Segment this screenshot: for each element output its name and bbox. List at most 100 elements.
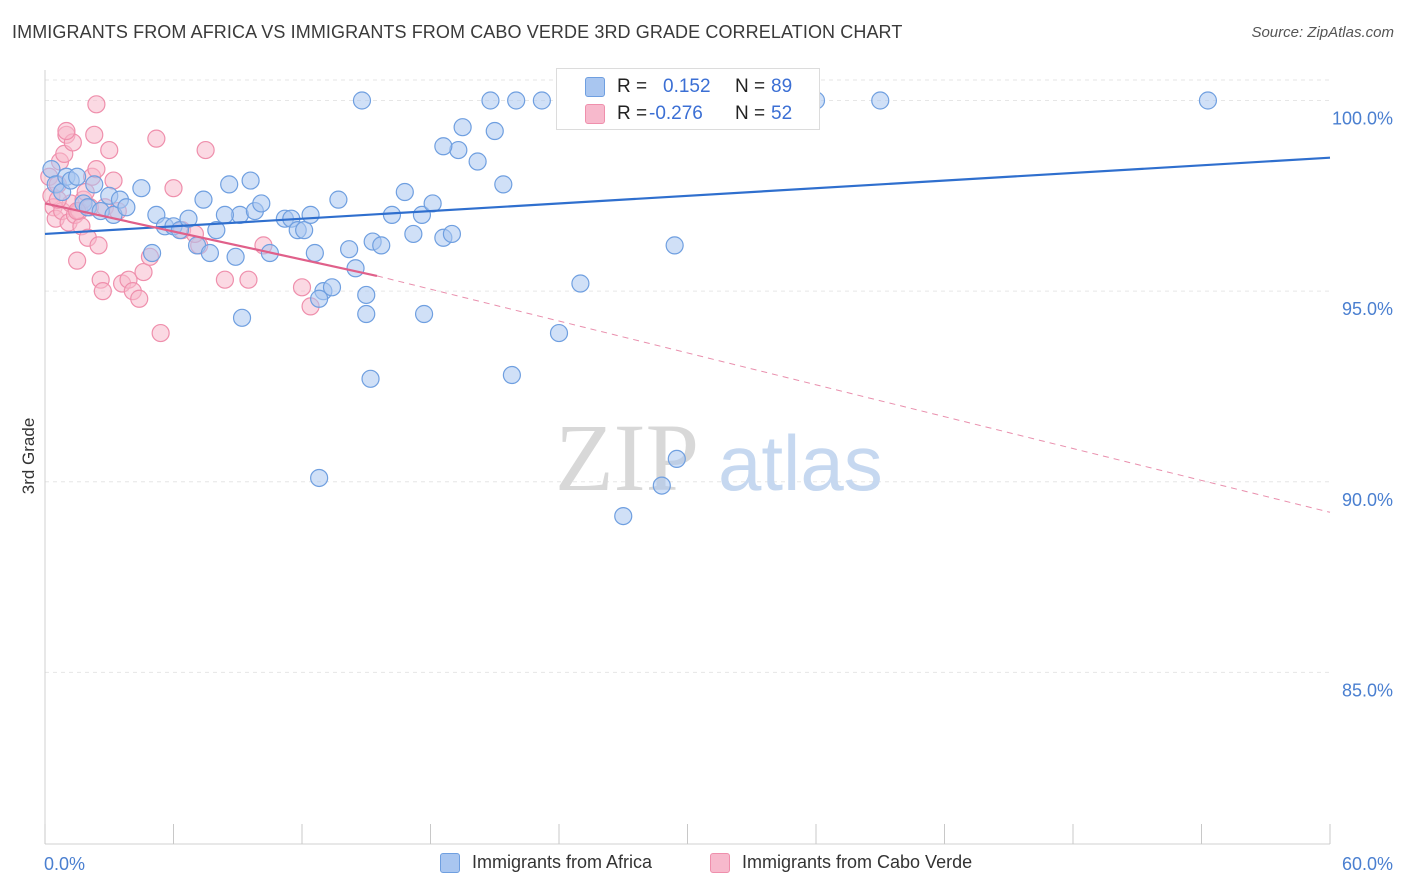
cabo-verde-point bbox=[93, 282, 112, 301]
cabo-swatch bbox=[585, 104, 605, 124]
africa-point bbox=[395, 182, 414, 202]
cabo-verde-point bbox=[151, 323, 170, 343]
africa-point bbox=[434, 137, 453, 156]
africa-point bbox=[494, 175, 513, 194]
legend-africa-swatch bbox=[440, 852, 460, 873]
trend-lines bbox=[44, 156, 1331, 513]
africa-point bbox=[571, 274, 590, 293]
cabo-verde-point bbox=[85, 125, 104, 144]
africa-point bbox=[346, 259, 365, 278]
cabo-verde-point bbox=[147, 129, 166, 148]
cabo-n-label: N = bbox=[735, 103, 766, 124]
africa-point bbox=[340, 240, 359, 259]
cabo-n-value: 52 bbox=[771, 103, 793, 124]
axes bbox=[44, 70, 1331, 845]
y-tick-label: 90.0% bbox=[1342, 490, 1393, 510]
bottom-legend: Immigrants from Africa Immigrants from C… bbox=[0, 852, 1406, 878]
cabo-verde-point bbox=[57, 121, 76, 141]
cabo-verde-point bbox=[134, 262, 153, 282]
africa-point bbox=[404, 224, 423, 244]
africa-n-value: 89 bbox=[771, 76, 793, 97]
africa-point bbox=[372, 236, 391, 255]
africa-point bbox=[502, 365, 521, 385]
africa-r-value: 0.152 bbox=[663, 76, 711, 97]
africa-point bbox=[232, 308, 252, 327]
cabo-verde-point bbox=[196, 140, 215, 160]
cabo-verde-point bbox=[100, 140, 119, 160]
africa-point bbox=[68, 167, 87, 186]
africa-point bbox=[442, 224, 462, 244]
africa-point bbox=[194, 190, 213, 209]
legend-cabo-swatch bbox=[710, 852, 730, 873]
cabo-verde-point bbox=[130, 289, 149, 308]
legend-africa-label: Immigrants from Africa bbox=[472, 852, 653, 872]
africa-point bbox=[220, 175, 239, 194]
africa-point bbox=[871, 91, 890, 110]
africa-point bbox=[665, 236, 684, 255]
africa-point bbox=[226, 247, 245, 266]
africa-point bbox=[310, 468, 329, 488]
cabo-trend-line bbox=[44, 202, 378, 277]
africa-point bbox=[241, 171, 260, 190]
africa-point bbox=[361, 369, 380, 388]
africa-point bbox=[117, 198, 136, 217]
cabo-verde-point bbox=[215, 270, 234, 289]
cabo-verde-point bbox=[68, 251, 87, 270]
chart-source: Source: ZipAtlas.com bbox=[1251, 24, 1394, 41]
cabo-trend-line-extension bbox=[376, 275, 1331, 513]
africa-point bbox=[352, 91, 372, 110]
africa-point bbox=[507, 91, 526, 110]
africa-point bbox=[305, 243, 324, 263]
africa-swatch bbox=[585, 77, 605, 97]
legend-item-cabo[interactable]: Immigrants from Cabo Verde bbox=[710, 852, 972, 873]
stats-row-africa: R = 0.152 N = 89 bbox=[557, 73, 819, 101]
africa-point bbox=[468, 152, 487, 171]
cabo-verde-point bbox=[164, 179, 183, 198]
y-tick-label: 95.0% bbox=[1342, 299, 1393, 319]
africa-n-label: N = bbox=[735, 76, 766, 97]
x-tick-label-end: 60.0% bbox=[1342, 854, 1393, 874]
africa-point bbox=[200, 243, 220, 263]
africa-point bbox=[549, 323, 569, 343]
africa-point bbox=[453, 118, 472, 137]
axis-labels: 85.0% 90.0% 95.0% 100.0% 0.0% 60.0% 3rd Grade bbox=[19, 109, 1393, 874]
africa-point bbox=[85, 175, 104, 194]
africa-point bbox=[382, 205, 402, 224]
africa-point bbox=[449, 140, 468, 160]
africa-point bbox=[252, 194, 271, 213]
africa-point bbox=[423, 194, 442, 213]
cabo-r-value: -0.276 bbox=[649, 103, 703, 124]
africa-point bbox=[215, 205, 234, 224]
africa-point bbox=[667, 449, 686, 469]
africa-point bbox=[42, 160, 61, 179]
legend-cabo-label: Immigrants from Cabo Verde bbox=[742, 852, 973, 872]
africa-point bbox=[481, 91, 500, 110]
cabo-r-label: R = bbox=[617, 103, 648, 124]
x-tick-label-start: 0.0% bbox=[44, 854, 85, 874]
stats-legend: R = 0.152 N = 89 R = -0.276 N = 52 bbox=[556, 68, 820, 130]
africa-point bbox=[207, 221, 226, 240]
africa-point bbox=[179, 209, 198, 228]
africa-trend-line bbox=[44, 156, 1331, 236]
africa-point bbox=[310, 289, 329, 308]
africa-r-label: R = bbox=[617, 76, 648, 97]
africa-point bbox=[652, 476, 671, 495]
africa-point bbox=[614, 506, 633, 526]
y-axis-title: 3rd Grade bbox=[19, 418, 38, 495]
legend-item-africa[interactable]: Immigrants from Africa bbox=[440, 852, 652, 873]
watermark-atlas: atlas bbox=[718, 419, 883, 507]
y-tick-label: 100.0% bbox=[1332, 109, 1393, 129]
africa-point bbox=[322, 278, 342, 297]
zipatlas-watermark: ZIP atlas bbox=[555, 404, 883, 511]
stats-row-cabo: R = -0.276 N = 52 bbox=[557, 100, 819, 128]
africa-point bbox=[301, 205, 320, 224]
africa-point bbox=[485, 121, 504, 141]
cabo-verde-point bbox=[104, 171, 123, 190]
y-tick-label: 85.0% bbox=[1342, 680, 1393, 700]
africa-point bbox=[132, 179, 151, 198]
cabo-verde-point bbox=[89, 236, 108, 255]
cabo-verde-point bbox=[87, 95, 106, 114]
chart-title: IMMIGRANTS FROM AFRICA VS IMMIGRANTS FRO… bbox=[12, 22, 903, 42]
cabo-verde-point bbox=[292, 278, 312, 297]
